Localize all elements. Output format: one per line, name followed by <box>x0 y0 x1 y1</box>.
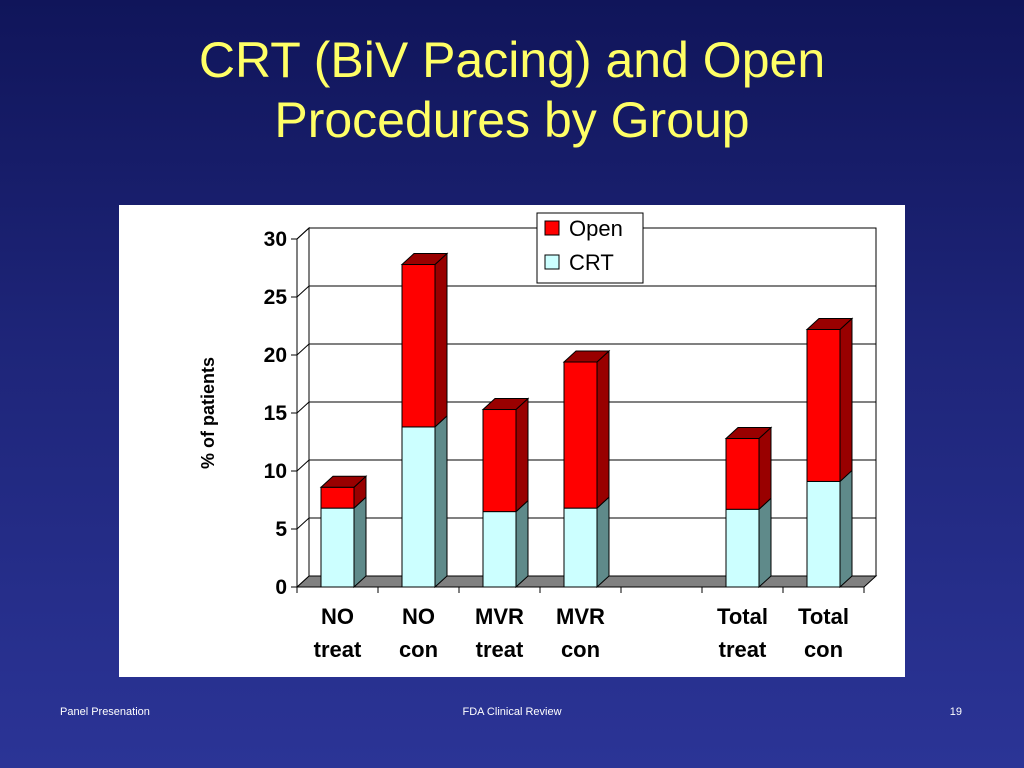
x-category-label: con <box>804 637 843 662</box>
bar-top-face <box>481 398 530 411</box>
bar-open-side <box>839 317 853 483</box>
y-tick-label: 0 <box>275 576 287 599</box>
legend-swatch-crt <box>544 254 560 270</box>
slide-title-line-1: CRT (BiV Pacing) and Open <box>198 32 826 88</box>
bar-open-front <box>320 486 355 509</box>
bar-top-face <box>562 350 611 363</box>
stacked-bar-chart: 0 5 10 15 20 25 30 % of patients NO treat NO con MVR… <box>198 212 878 662</box>
bar-open-front <box>806 328 841 482</box>
gridline <box>296 227 876 240</box>
footer-presentation-name: Panel Presenation <box>60 706 150 718</box>
x-category-label: MVR <box>475 604 524 629</box>
y-axis-title: % of patients <box>198 357 218 469</box>
x-category-label: treat <box>476 637 524 662</box>
bar-open-side <box>434 252 448 429</box>
y-tick-label: 20 <box>264 344 287 367</box>
bar-crt-front <box>401 426 436 588</box>
bar-crt-side <box>758 497 772 589</box>
bar-group <box>319 252 854 589</box>
bar-open-front <box>482 409 517 513</box>
bar-top-face <box>805 317 854 330</box>
bar-crt-front <box>320 507 355 588</box>
bar-crt-front <box>806 480 841 588</box>
bar-open-side <box>515 397 529 513</box>
gridline <box>296 401 876 414</box>
bar-crt-front <box>482 511 517 588</box>
bar-crt-front <box>725 508 760 588</box>
y-tick-label: 30 <box>264 228 287 251</box>
x-category-label: treat <box>719 637 767 662</box>
slide-title-line-2: Procedures by Group <box>274 92 750 148</box>
x-category-label: Total <box>717 604 768 629</box>
bar-crt-front <box>563 507 598 588</box>
axes: 0 5 10 15 20 25 30 % of patients NO treat NO con MVR… <box>198 228 865 662</box>
legend-label-open: Open <box>569 216 623 241</box>
x-category-label: MVR <box>556 604 605 629</box>
bar-open-side <box>596 349 610 510</box>
slide-title: CRT (BiV Pacing) and Open Procedures by … <box>0 30 1024 150</box>
bar-crt-side <box>839 469 853 589</box>
bar-top-face <box>319 475 368 488</box>
y-tick-label: 25 <box>264 286 288 309</box>
x-category-label: Total <box>798 604 849 629</box>
x-category-label: NO <box>321 604 354 629</box>
y-tick-label: 15 <box>264 402 288 425</box>
x-category-label: treat <box>314 637 362 662</box>
bar-open-front <box>401 264 436 428</box>
y-tick-label: 10 <box>264 460 287 483</box>
bar-open-side <box>758 426 772 511</box>
bar-top-face <box>400 253 449 266</box>
bar-open-front <box>725 438 760 510</box>
legend-swatch-open <box>544 220 560 236</box>
gridline <box>296 517 876 530</box>
x-category-label: con <box>399 637 438 662</box>
legend: Open CRT <box>536 212 644 284</box>
x-category-label: NO <box>402 604 435 629</box>
y-tick-label: 5 <box>275 518 287 541</box>
legend-label-crt: CRT <box>569 250 614 275</box>
footer-page-number: 19 <box>949 706 962 718</box>
x-category-label: con <box>561 637 600 662</box>
chart-panel: 0 5 10 15 20 25 30 % of patients NO treat NO con MVR… <box>119 205 905 677</box>
bar-crt-side <box>434 414 448 589</box>
bar-crt-side <box>515 499 529 589</box>
bar-top-face <box>724 427 773 440</box>
bar-crt-side <box>596 495 610 589</box>
gridline <box>296 285 876 298</box>
gridline <box>296 343 876 356</box>
gridline <box>296 459 876 472</box>
bar-crt-side <box>353 495 367 589</box>
footer-document-title: FDA Clinical Review <box>462 706 562 718</box>
bar-open-front <box>563 361 598 509</box>
